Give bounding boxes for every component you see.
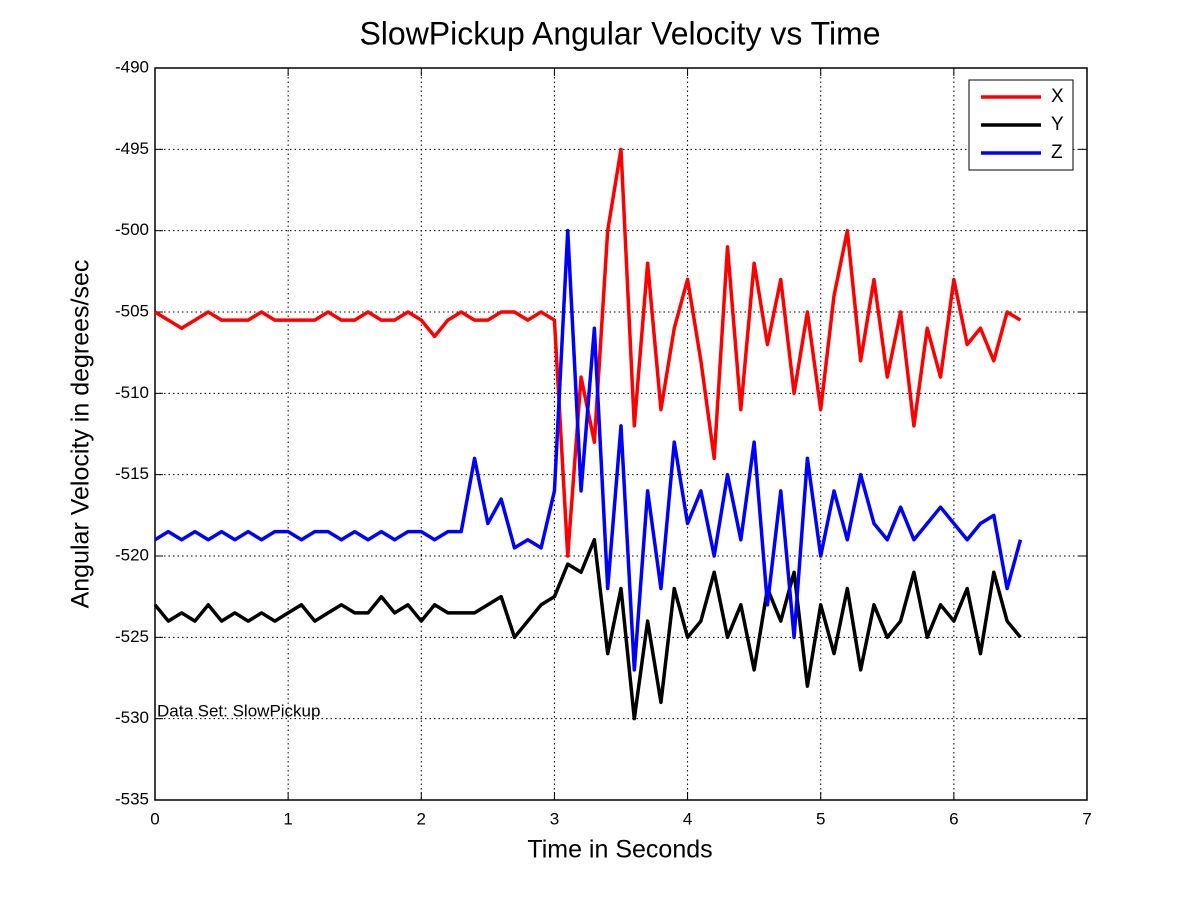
legend-label: Y (1051, 114, 1064, 135)
x-tick-label: 3 (550, 809, 559, 828)
x-tick-label: 0 (150, 809, 159, 828)
y-tick-label: -525 (115, 627, 149, 646)
x-tick-label: 2 (417, 809, 426, 828)
y-tick-label: -490 (115, 57, 149, 76)
x-tick-label: 7 (1082, 809, 1091, 828)
series-line (154, 228, 1023, 672)
x-tick-label: 1 (283, 809, 292, 828)
y-tick-label: -530 (115, 708, 149, 727)
series-line (153, 537, 1022, 721)
x-tick-label: 6 (949, 809, 958, 828)
y-tick-label: -505 (115, 301, 149, 320)
y-tick-label: -500 (115, 220, 149, 239)
legend-label: Z (1051, 142, 1063, 163)
y-tick-label: -510 (115, 383, 149, 402)
y-tick-label: -515 (115, 464, 149, 483)
plot-frame (154, 67, 1088, 801)
x-axis-label: Time in Seconds (527, 836, 712, 864)
chart-title: SlowPickup Angular Velocity vs Time (359, 15, 880, 51)
y-tick-label: -495 (115, 139, 149, 158)
x-tick-label: 5 (816, 809, 825, 828)
y-tick-label: -520 (115, 545, 149, 564)
y-tick-label: -535 (115, 789, 149, 808)
annotation: Data Set: SlowPickup (157, 702, 320, 721)
legend-label: X (1051, 86, 1064, 107)
x-tick-label: 4 (683, 809, 692, 828)
y-axis-label: Angular Velocity in degrees/sec (67, 260, 95, 609)
